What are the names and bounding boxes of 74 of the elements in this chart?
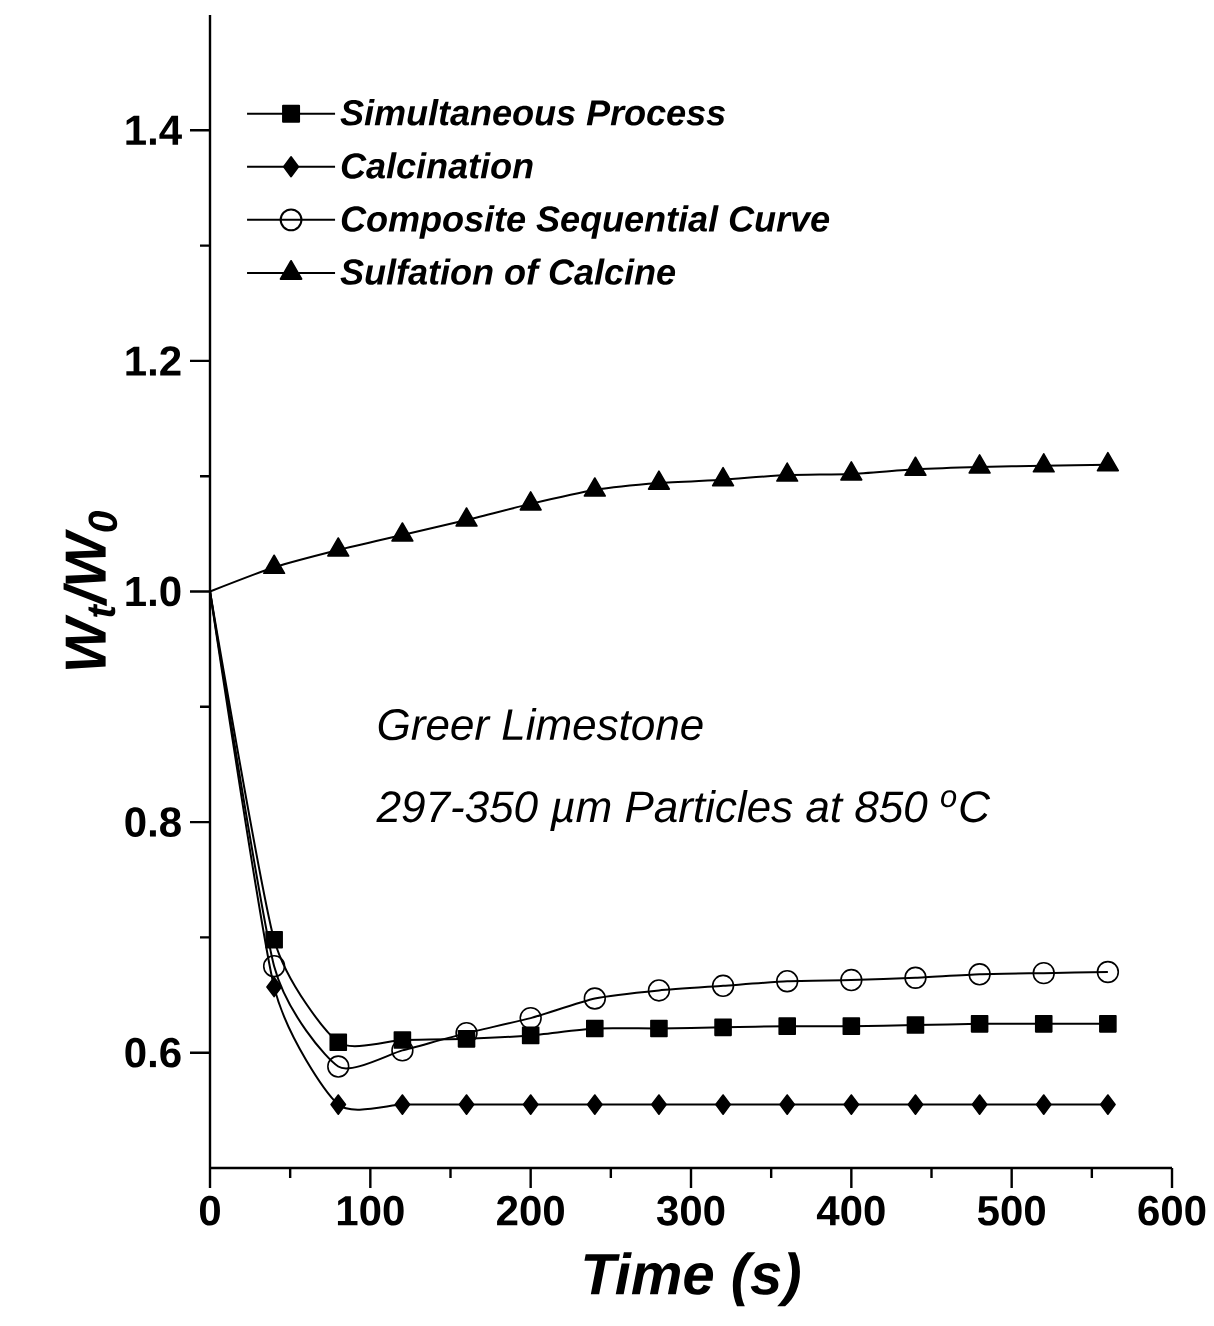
point <box>1035 1094 1052 1115</box>
x-tick-label: 500 <box>978 1195 1046 1226</box>
point <box>776 970 799 993</box>
point <box>519 1006 543 1030</box>
y-axis-title: W$_{t}$/W$_{0}$ <box>63 511 118 670</box>
point <box>712 466 735 487</box>
legend-label: Composite Sequential Curve <box>341 205 830 239</box>
point <box>393 1031 412 1049</box>
point <box>906 1016 925 1034</box>
y-tick-label: 1.0 <box>126 576 181 607</box>
x-tick-label: 100 <box>338 1195 404 1226</box>
point <box>329 1033 348 1052</box>
legend-label: Calcination <box>341 152 533 179</box>
point <box>583 477 607 497</box>
point <box>1100 1094 1117 1115</box>
point <box>778 1017 797 1035</box>
point <box>394 1094 411 1115</box>
point <box>1032 453 1056 473</box>
point <box>970 1015 989 1033</box>
point <box>583 987 607 1010</box>
point <box>265 930 284 949</box>
x-tick-label: 200 <box>497 1195 565 1226</box>
x-axis-title: Time (s) <box>584 1252 801 1307</box>
point <box>519 491 543 511</box>
point <box>968 454 991 474</box>
point <box>455 507 478 527</box>
point <box>330 1094 347 1115</box>
point <box>650 1019 668 1038</box>
point <box>842 1017 861 1035</box>
point <box>522 1094 539 1115</box>
y-tick-label: 0.8 <box>125 807 181 837</box>
point <box>457 1030 476 1048</box>
point <box>840 461 863 481</box>
point <box>840 968 863 992</box>
point <box>1099 1015 1117 1033</box>
y-tick-label: 1.2 <box>126 346 181 376</box>
point <box>458 1094 475 1115</box>
y-tick-label: 1.4 <box>126 115 183 145</box>
point <box>714 1018 733 1037</box>
point <box>968 963 991 986</box>
point <box>712 974 735 998</box>
point <box>971 1094 988 1115</box>
point <box>1035 1015 1053 1033</box>
point <box>779 1094 796 1115</box>
point <box>327 537 350 557</box>
point <box>1096 960 1120 984</box>
legend-label: Sulfation of Calcine <box>340 258 676 285</box>
point <box>266 976 283 998</box>
point <box>391 522 414 542</box>
annotation: Greer Limestone <box>378 707 703 741</box>
point <box>651 1094 668 1115</box>
point <box>522 1026 540 1045</box>
legend-label: Simultaneous Process <box>340 99 726 126</box>
point <box>263 554 286 575</box>
point <box>1032 961 1056 985</box>
point <box>327 1055 350 1078</box>
x-tick-label: 400 <box>817 1195 885 1226</box>
x-tick-label: 300 <box>657 1195 725 1226</box>
point <box>263 955 286 978</box>
point <box>647 470 671 490</box>
point <box>586 1019 604 1038</box>
point <box>907 1094 924 1115</box>
point <box>904 456 927 477</box>
point <box>843 1094 860 1115</box>
point <box>904 966 927 989</box>
point <box>715 1094 732 1115</box>
x-tick-label: 0 <box>200 1195 221 1226</box>
point <box>647 979 671 1002</box>
point <box>1096 451 1120 472</box>
point <box>776 462 799 482</box>
point <box>586 1094 603 1115</box>
x-tick-label: 600 <box>1138 1195 1206 1226</box>
y-tick-label: 0.6 <box>125 1037 181 1068</box>
annotation: 297-350 µm Particles at 850 $^{o}$C <box>376 790 991 832</box>
